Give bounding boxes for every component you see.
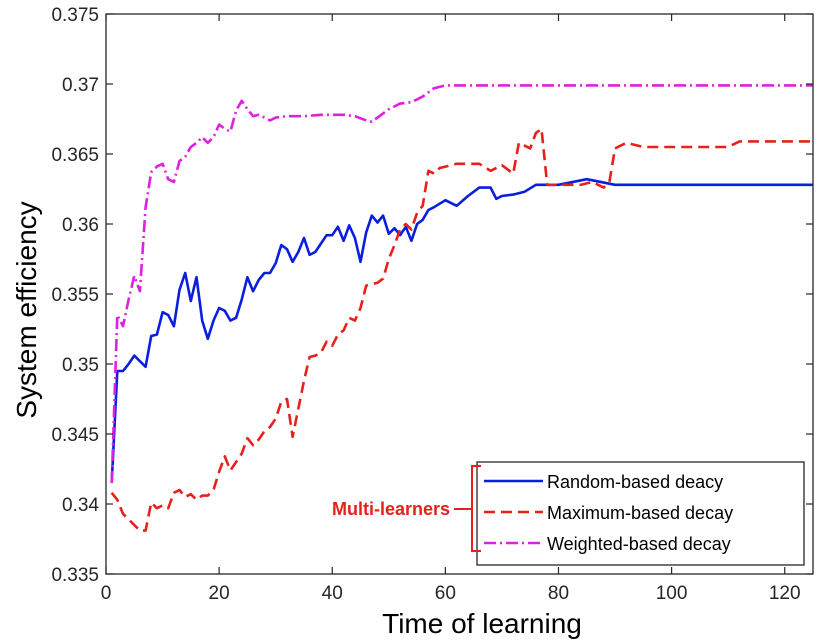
y-axis-title: System efficiency [11, 201, 42, 418]
y-tick-label: 0.34 [62, 495, 99, 516]
x-axis-title: Time of learning [382, 608, 582, 639]
legend-label-maximum: Maximum-based decay [547, 503, 733, 523]
legend-entry-weighted: Weighted-based decay [484, 534, 731, 554]
y-tick-label: 0.365 [51, 145, 99, 166]
x-tick-label: 60 [435, 583, 456, 604]
y-tick-label: 0.345 [51, 425, 99, 446]
series-line-random [110, 177, 813, 484]
series-line-weighted [110, 84, 813, 484]
legend-label-weighted: Weighted-based decay [547, 534, 731, 554]
legend: Random-based deacy Maximum-based decay W… [476, 461, 805, 566]
legend-entry-maximum: Maximum-based decay [484, 503, 733, 523]
series-line-maximum [110, 127, 813, 532]
legend-entry-random: Random-based deacy [484, 472, 723, 492]
y-tick-label: 0.36 [62, 215, 99, 236]
x-tick-label: 20 [209, 583, 230, 604]
x-tick-label: 40 [322, 583, 343, 604]
multi-learners-annotation: Multi-learners [332, 465, 481, 552]
y-tick-label: 0.35 [62, 355, 99, 376]
y-tick-label: 0.37 [62, 75, 99, 96]
x-tick-label: 120 [769, 583, 801, 604]
legend-label-random: Random-based deacy [547, 472, 723, 492]
y-tick-label: 0.335 [51, 565, 99, 586]
x-tick-label: 80 [548, 583, 569, 604]
series-layer [110, 84, 813, 532]
y-tick-label: 0.355 [51, 285, 99, 306]
annotation-bracket [454, 465, 481, 552]
x-tick-label: 0 [101, 583, 112, 604]
y-tick-label: 0.375 [51, 5, 99, 26]
ticks: 0 20 40 60 80 100 120 0.335 0.34 0.345 0.35 0.355 0.… [51, 5, 813, 604]
legend-box [476, 461, 805, 566]
x-tick-label: 100 [656, 583, 688, 604]
annotation-label: Multi-learners [332, 499, 450, 519]
